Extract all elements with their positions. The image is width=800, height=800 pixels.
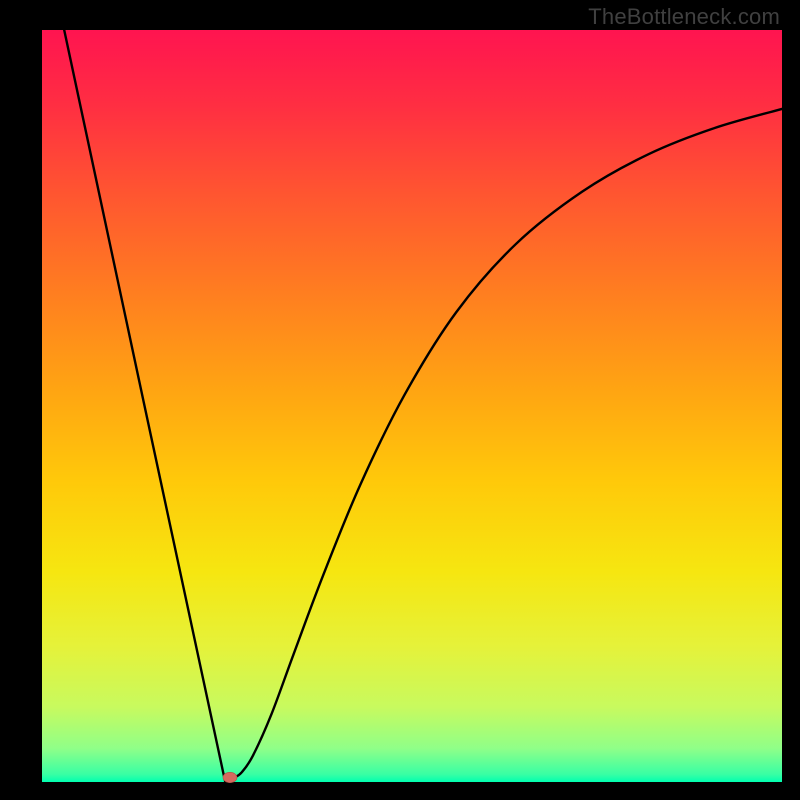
watermark-text: TheBottleneck.com bbox=[588, 4, 780, 30]
optimal-point-marker bbox=[223, 772, 237, 782]
bottleneck-chart bbox=[0, 0, 800, 800]
chart-frame: TheBottleneck.com bbox=[0, 0, 800, 800]
plot-background bbox=[42, 30, 782, 782]
